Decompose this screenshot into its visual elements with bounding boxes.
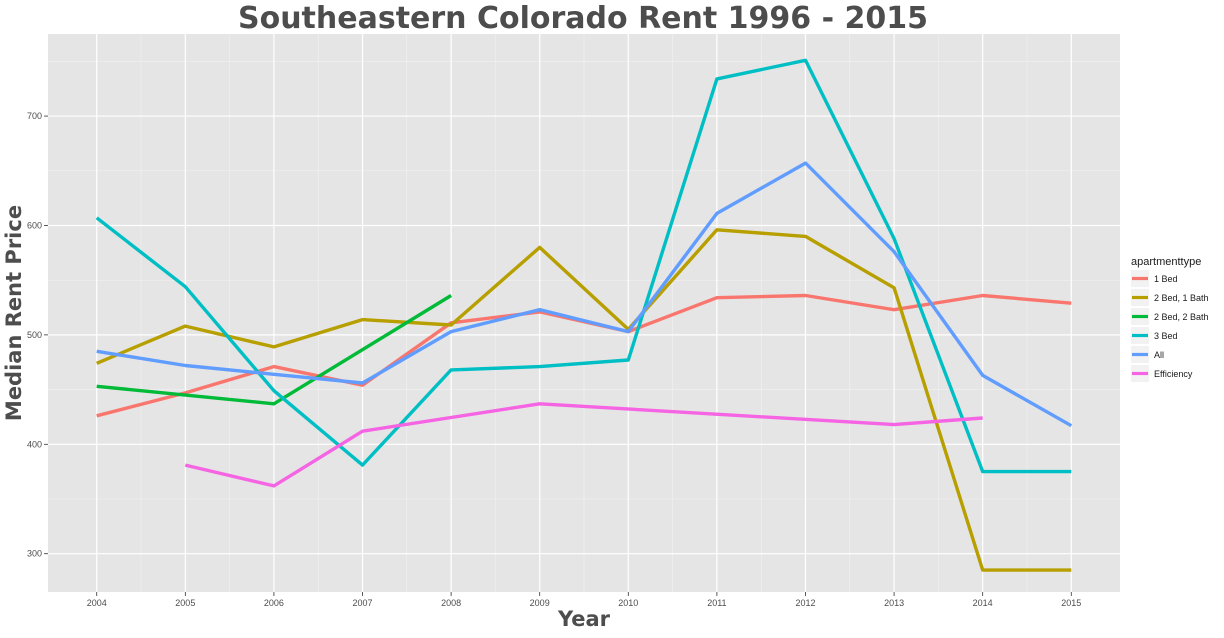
x-tick-label: 2009 bbox=[530, 598, 550, 608]
x-tick-label: 2005 bbox=[175, 598, 195, 608]
axes: 300 400 500 600 700 2004 2005 2006 2007 2008 2009 2… bbox=[27, 111, 1081, 608]
series-line-2-bed-2-bath bbox=[96, 294, 452, 406]
x-tick-label: 2015 bbox=[1061, 598, 1081, 608]
x-tick-label: 2012 bbox=[795, 598, 815, 608]
legend-label-1-bed: 1 Bed bbox=[1154, 274, 1178, 284]
legend-label-2-bed-1-bath: 2 Bed, 1 Bath bbox=[1154, 293, 1209, 303]
x-tick-label: 2006 bbox=[264, 598, 284, 608]
y-tick-label: 600 bbox=[27, 220, 42, 230]
legend: apartmenttype 1 Bed 2 Bed, 1 Bath 2 Bed, 2… bbox=[1131, 256, 1209, 382]
legend-label-efficiency: Efficiency bbox=[1154, 369, 1193, 379]
legend-label-2-bed-2-bath: 2 Bed, 2 Bath bbox=[1154, 312, 1209, 322]
x-tick-label: 2008 bbox=[441, 598, 461, 608]
x-tick-label: 2007 bbox=[352, 598, 372, 608]
series-lines bbox=[95, 58, 1073, 572]
legend-label-3-bed: 3 Bed bbox=[1154, 331, 1178, 341]
series-line-2-bed-1-bath bbox=[96, 228, 1072, 572]
x-tick-label: 2010 bbox=[618, 598, 638, 608]
y-tick-label: 300 bbox=[27, 549, 42, 559]
x-tick-label: 2013 bbox=[884, 598, 904, 608]
legend-title: apartmenttype bbox=[1131, 256, 1201, 268]
series-line-efficiency bbox=[184, 402, 983, 488]
y-axis-title: Median Rent Price bbox=[2, 205, 26, 421]
series-line-all bbox=[96, 161, 1073, 428]
grid-lines bbox=[48, 34, 1120, 592]
x-axis-title: Year bbox=[557, 607, 611, 631]
chart-title: Southeastern Colorado Rent 1996 - 2015 bbox=[238, 1, 928, 36]
y-tick-label: 700 bbox=[27, 111, 42, 121]
x-tick-label: 2011 bbox=[707, 598, 726, 608]
x-tick-label: 2014 bbox=[973, 598, 993, 608]
legend-label-all: All bbox=[1154, 350, 1164, 360]
y-tick-label: 400 bbox=[27, 439, 42, 449]
x-tick-label: 2004 bbox=[87, 598, 107, 608]
y-tick-label: 500 bbox=[27, 330, 42, 340]
